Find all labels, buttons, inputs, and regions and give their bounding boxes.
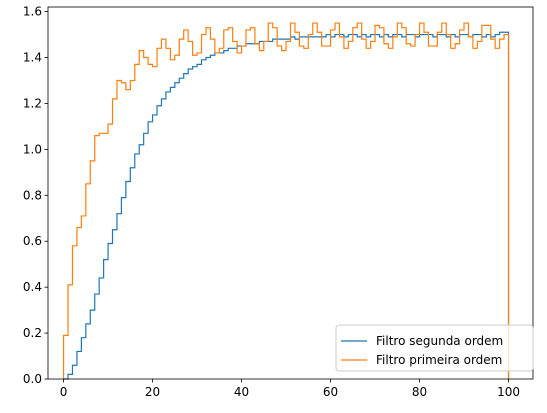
legend-box [335,324,534,372]
y-tick-label: 1.6 [23,5,42,19]
y-tick-label: 0.4 [23,280,42,294]
y-tick-label: 1.4 [23,51,42,65]
x-axis-ticks: 0 20 40 60 80 100 [60,379,520,399]
y-tick-label: 0.0 [23,372,42,386]
x-tick-label: 60 [323,385,338,399]
series-line-primeira-ordem [62,22,510,379]
y-tick-label: 1.2 [23,96,42,110]
x-tick-label: 20 [145,385,160,399]
y-tick-label: 0.2 [23,326,42,340]
legend-label-primeira-ordem: Filtro primeira ordem [376,353,502,367]
y-tick-label: 0.8 [23,188,42,202]
axes-frame [47,6,534,380]
y-axis-ticks: 0.0 0.2 0.4 0.6 0.8 1.0 1.2 1.4 1.6 [23,5,48,386]
x-tick-label: 80 [412,385,427,399]
legend: Filtro segunda ordem Filtro primeira ord… [335,324,534,372]
x-tick-label: 0 [60,385,68,399]
series-layer [62,22,510,380]
y-tick-label: 0.6 [23,234,42,248]
y-tick-label: 1.0 [23,142,42,156]
legend-label-segunda-ordem: Filtro segunda ordem [376,334,503,348]
x-tick-label: 100 [497,385,520,399]
x-tick-label: 40 [234,385,249,399]
